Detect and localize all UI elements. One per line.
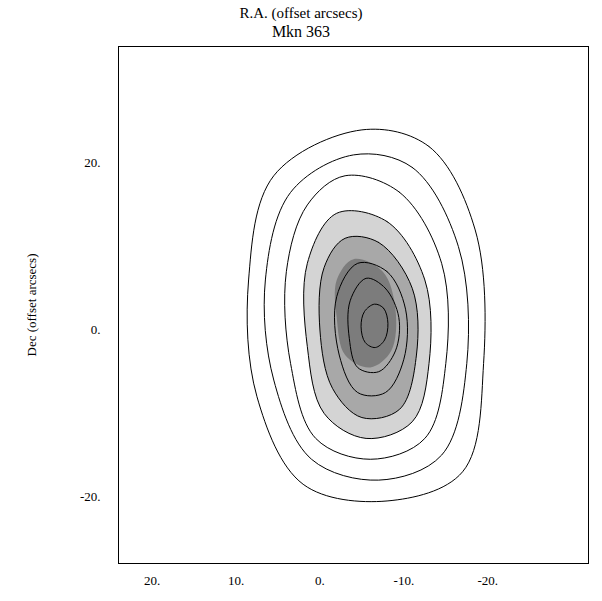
svg-text:0.: 0. <box>91 322 101 337</box>
html-text:R.A. (offset arcsecs): R.A. (offset arcsecs) <box>239 5 363 21</box>
svg-text:0.: 0. <box>315 573 325 588</box>
svg-text:-20.: -20. <box>477 573 498 588</box>
svg-text:-20.: -20. <box>80 489 101 504</box>
html-text:Mkn 363: Mkn 363 <box>271 23 331 40</box>
svg-text:20.: 20. <box>144 573 160 588</box>
svg-text:20.: 20. <box>84 155 100 170</box>
svg-text:10.: 10. <box>228 573 244 588</box>
svg-text:Dec (offset arcsecs): Dec (offset arcsecs) <box>24 254 39 357</box>
svg-text:-10.: -10. <box>394 573 415 588</box>
